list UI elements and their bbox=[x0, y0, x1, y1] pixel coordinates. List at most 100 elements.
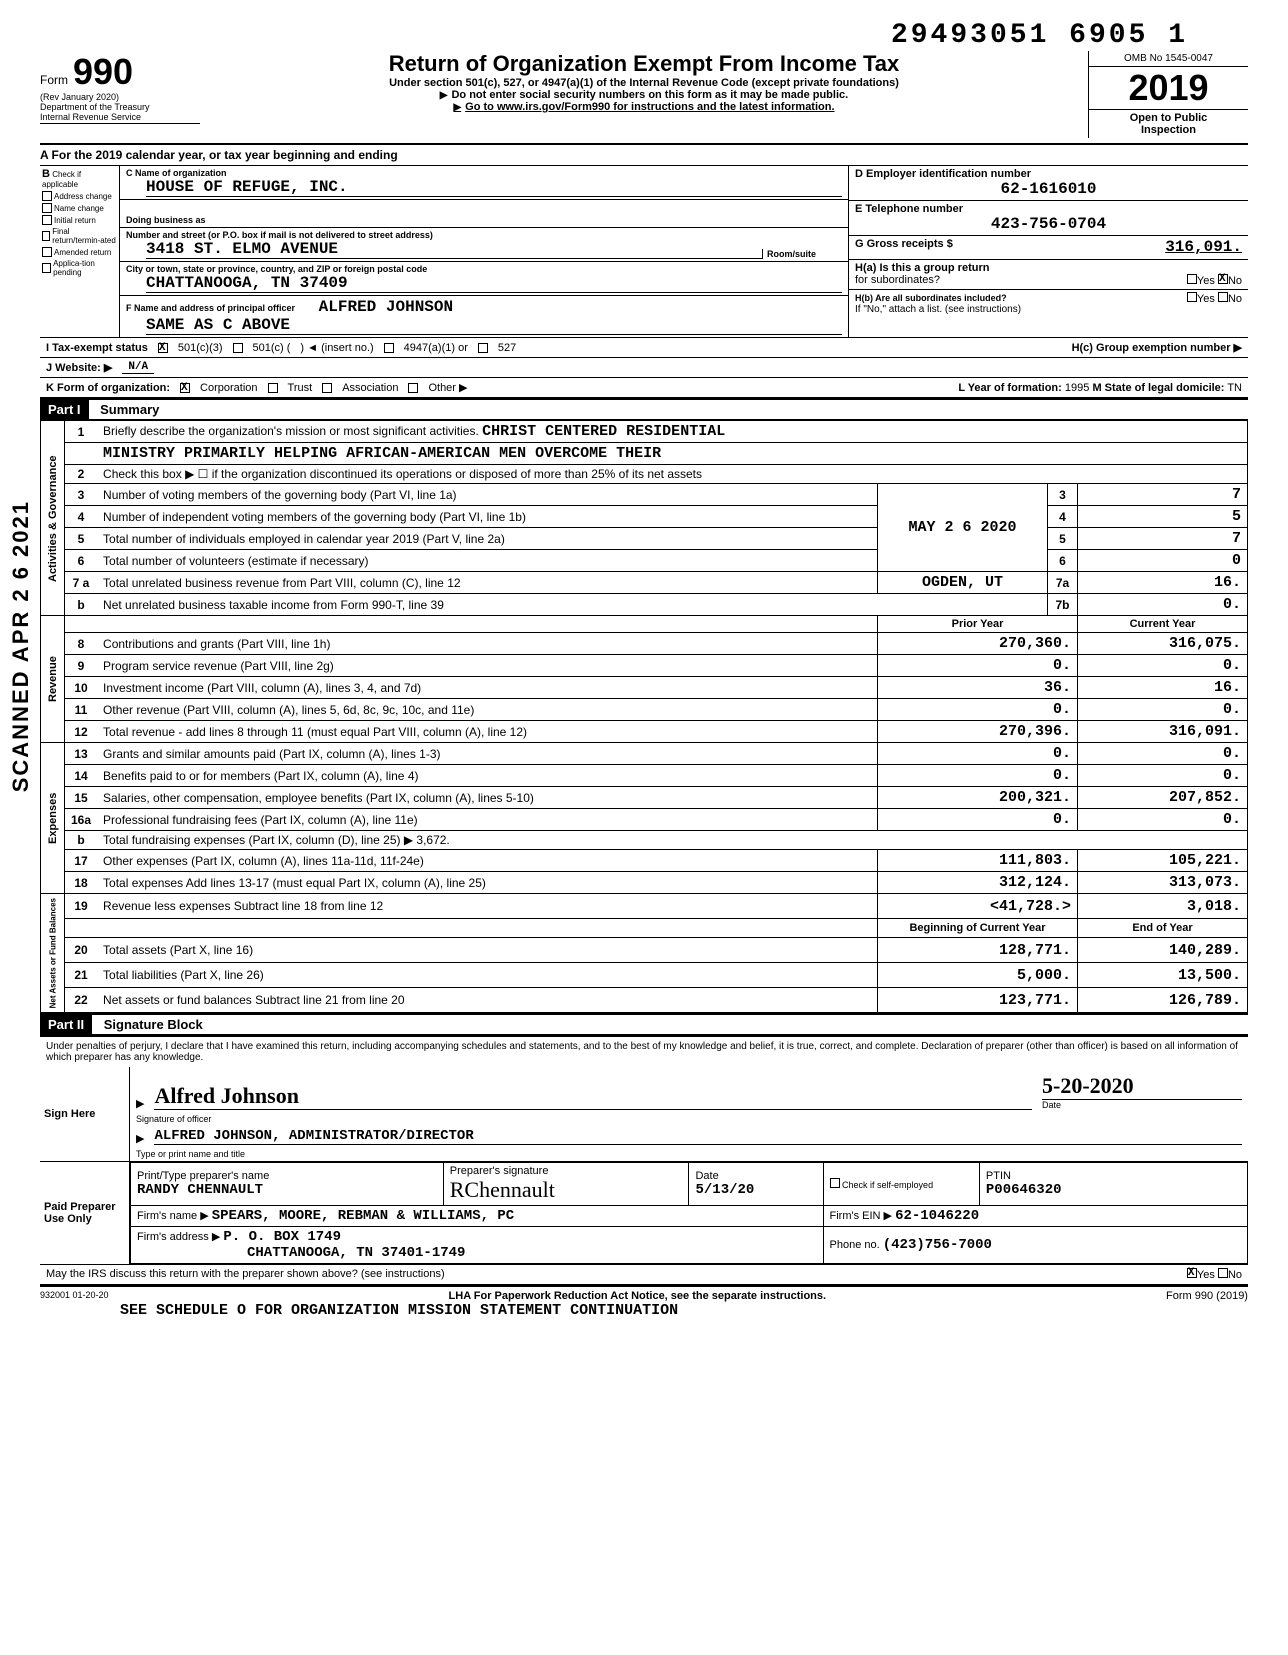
ln16a: 16a bbox=[65, 809, 98, 831]
ptin-val: P00646320 bbox=[986, 1182, 1241, 1198]
col-d: D Employer identification number 62-1616… bbox=[848, 166, 1248, 337]
ln22-desc: Net assets or fund balances Subtract lin… bbox=[97, 988, 877, 1013]
ln15: 15 bbox=[65, 787, 98, 809]
dba-label: Doing business as bbox=[126, 215, 206, 225]
ln8-cy: 316,075. bbox=[1078, 633, 1248, 655]
hb-no-chk[interactable] bbox=[1218, 292, 1228, 302]
lbl-501c3: 501(c)(3) bbox=[178, 342, 223, 354]
ln12-desc: Total revenue - add lines 8 through 11 (… bbox=[97, 721, 877, 743]
ln7b-val: 0. bbox=[1078, 594, 1248, 616]
ln19: 19 bbox=[65, 894, 98, 919]
ln4-desc: Number of independent voting members of … bbox=[97, 506, 877, 528]
tax-status-row: I Tax-exempt status 501(c)(3) 501(c) () … bbox=[40, 338, 1248, 358]
chk-address[interactable] bbox=[42, 191, 52, 201]
preparer-signature[interactable]: RChennault bbox=[450, 1177, 683, 1203]
form-number: 990 bbox=[73, 51, 133, 93]
chk-other[interactable] bbox=[408, 383, 418, 393]
chk-corp[interactable] bbox=[180, 383, 190, 393]
lbl-assoc: Association bbox=[342, 382, 398, 394]
part1-header-row: Part I Summary bbox=[40, 398, 1248, 420]
ln11-py: 0. bbox=[878, 699, 1078, 721]
preparer-table: Print/Type preparer's name RANDY CHENNAU… bbox=[130, 1162, 1248, 1264]
chk-trust[interactable] bbox=[268, 383, 278, 393]
ptin-lbl: PTIN bbox=[986, 1170, 1241, 1182]
ln7b: b bbox=[65, 594, 98, 616]
side-expenses: Expenses bbox=[41, 743, 65, 894]
ln3-cell: 3 bbox=[1048, 484, 1078, 506]
ln11-desc: Other revenue (Part VIII, column (A), li… bbox=[97, 699, 877, 721]
ln16a-cy: 0. bbox=[1078, 809, 1248, 831]
formorg-row: K Form of organization: Corporation Trus… bbox=[40, 378, 1248, 398]
part2-hdr: Part II bbox=[40, 1015, 92, 1034]
ln1-val: CHRIST CENTERED RESIDENTIAL bbox=[482, 423, 725, 440]
ha-sub: for subordinates? bbox=[855, 274, 940, 286]
lbl-other: Other ▶ bbox=[428, 381, 467, 394]
ln19-desc: Revenue less expenses Subtract line 18 f… bbox=[97, 894, 877, 919]
scanned-stamp: SCANNED APR 2 6 2021 bbox=[8, 500, 34, 792]
ln21-py: 5,000. bbox=[878, 963, 1078, 988]
form-title: Return of Organization Exempt From Incom… bbox=[210, 51, 1078, 77]
lbl-527: 527 bbox=[498, 342, 516, 354]
ln5: 5 bbox=[65, 528, 98, 550]
chk-501c3[interactable] bbox=[158, 343, 168, 353]
ln1b-desc: MINISTRY PRIMARILY HELPING AFRICAN-AMERI… bbox=[97, 443, 1247, 465]
firm-name-val: SPEARS, MOORE, REBMAN & WILLIAMS, PC bbox=[212, 1208, 514, 1224]
ln7b-cell: 7b bbox=[1048, 594, 1078, 616]
ln2: 2 bbox=[65, 465, 98, 484]
ln18-desc: Total expenses Add lines 13-17 (must equ… bbox=[97, 872, 877, 894]
ln13-py: 0. bbox=[878, 743, 1078, 765]
addr-label: Number and street (or P.O. box if mail i… bbox=[126, 230, 433, 240]
ln14: 14 bbox=[65, 765, 98, 787]
top-identifier: 29493051 6905 1 bbox=[40, 20, 1248, 51]
ln11-cy: 0. bbox=[1078, 699, 1248, 721]
city-val: CHATTANOOGA, TN 37409 bbox=[146, 274, 842, 293]
col-b: B Check if applicable Address change Nam… bbox=[40, 166, 120, 337]
chk-initial[interactable] bbox=[42, 215, 52, 225]
lbl-4947: 4947(a)(1) or bbox=[404, 342, 468, 354]
discuss-no-chk[interactable] bbox=[1218, 1268, 1228, 1278]
summary-table: Activities & Governance 1 Briefly descri… bbox=[40, 420, 1248, 1013]
prep-name-val: RANDY CHENNAULT bbox=[137, 1182, 437, 1198]
chk-amended[interactable] bbox=[42, 247, 52, 257]
chk-name[interactable] bbox=[42, 203, 52, 213]
form-irs: Internal Revenue Service bbox=[40, 113, 200, 124]
ln4-cell: 4 bbox=[1048, 506, 1078, 528]
hb-yes-chk[interactable] bbox=[1187, 292, 1197, 302]
lbl-app: Applica-tion pending bbox=[53, 259, 117, 277]
chk-501c[interactable] bbox=[233, 343, 243, 353]
ln9-py: 0. bbox=[878, 655, 1078, 677]
firm-phone-lbl: Phone no. bbox=[830, 1239, 880, 1251]
chk-assoc[interactable] bbox=[322, 383, 332, 393]
lbl-name: Name change bbox=[54, 204, 104, 213]
hb-yes: Yes bbox=[1197, 293, 1215, 305]
tax-status-label: I Tax-exempt status bbox=[46, 342, 148, 354]
ln1: 1 bbox=[65, 421, 98, 443]
chk-app[interactable] bbox=[42, 263, 51, 273]
year-form-lbl: L Year of formation: bbox=[958, 382, 1062, 394]
ha-no: No bbox=[1228, 275, 1242, 287]
self-emp-chk[interactable] bbox=[830, 1178, 840, 1188]
ln6: 6 bbox=[65, 550, 98, 572]
hb-no: No bbox=[1228, 293, 1242, 305]
ha-yes-chk[interactable] bbox=[1187, 274, 1197, 284]
arrow-icon-2: ▶ bbox=[136, 1132, 144, 1145]
discuss-yes-chk[interactable] bbox=[1187, 1268, 1197, 1278]
current-year-hdr: Current Year bbox=[1078, 616, 1248, 633]
ln5-val: 7 bbox=[1078, 528, 1248, 550]
ln6-val: 0 bbox=[1078, 550, 1248, 572]
part1-hdr: Part I bbox=[40, 400, 89, 419]
ha-no-chk[interactable] bbox=[1218, 274, 1228, 284]
chk-final[interactable] bbox=[42, 231, 50, 241]
lbl-501c: 501(c) ( bbox=[253, 342, 291, 354]
ln13-cy: 0. bbox=[1078, 743, 1248, 765]
ln6-cell: 6 bbox=[1048, 550, 1078, 572]
form-header: Form 990 (Rev January 2020) Department o… bbox=[40, 51, 1248, 145]
officer-signature[interactable]: Alfred Johnson bbox=[154, 1083, 1032, 1110]
ln17-py: 111,803. bbox=[878, 850, 1078, 872]
ln22: 22 bbox=[65, 988, 98, 1013]
ln10-py: 36. bbox=[878, 677, 1078, 699]
eoy-hdr: End of Year bbox=[1078, 919, 1248, 938]
ln3-val: 7 bbox=[1078, 484, 1248, 506]
chk-527[interactable] bbox=[478, 343, 488, 353]
chk-4947[interactable] bbox=[384, 343, 394, 353]
